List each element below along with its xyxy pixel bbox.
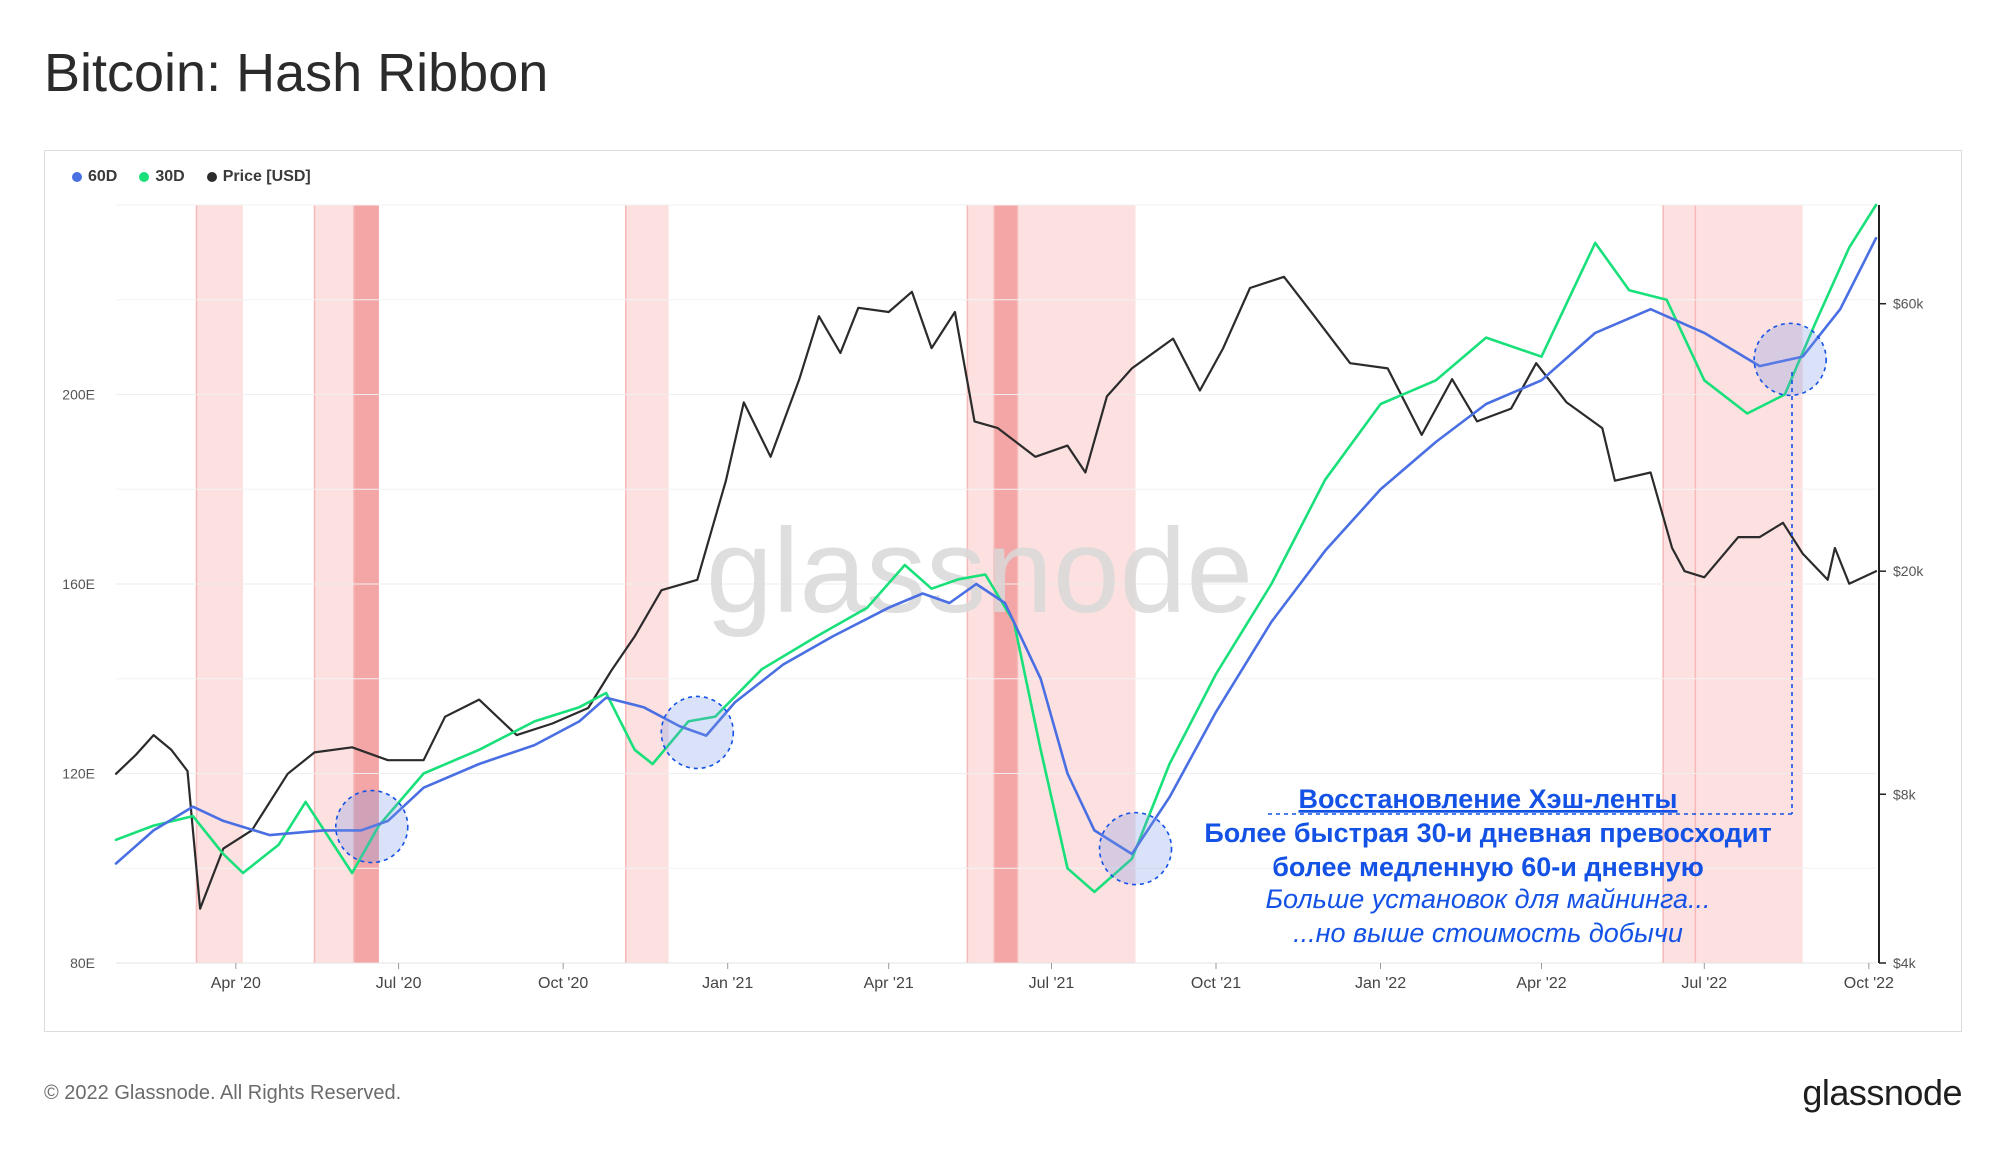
x-tick-label: Apr '20 (211, 975, 261, 992)
series-line-price-usd- (114, 275, 1878, 910)
x-tick-label: Jan '21 (702, 975, 753, 992)
crossover-circle-2 (1098, 811, 1173, 886)
x-tick-label: Apr '21 (864, 975, 914, 992)
chart-legend: 60D 30D Price [USD] (72, 168, 311, 186)
legend-item-30d[interactable]: 30D (139, 168, 185, 186)
legend-item-60d[interactable]: 60D (72, 168, 117, 186)
x-tick-label: Oct '20 (538, 975, 588, 992)
annotation-heading: Восстановление Хэш-ленты (1298, 784, 1677, 814)
crossover-circles (334, 322, 1827, 886)
annotation-block: Восстановление Хэш-ленты Более быстрая 3… (1204, 372, 1793, 948)
legend-dot-30d (139, 172, 150, 182)
legend-dot-60d (72, 172, 82, 182)
x-tick-label: Jan '22 (1355, 975, 1406, 992)
crossover-circle-1 (660, 695, 735, 770)
footer-logo[interactable]: glassnode (1802, 1072, 1962, 1113)
axes: 80E 120E 160E 200E $4k $8k $20k $60k Apr '20 Jul … (62, 205, 1924, 992)
annotation-line-3: более медленную 60-и дневную (1272, 852, 1704, 882)
y-left-tick-label: 200E (62, 387, 95, 403)
y-right-tick-label: $8k (1893, 786, 1917, 802)
annotation-line-4: Больше установок для майнинга... (1265, 884, 1710, 914)
footer-copyright: © 2022 Glassnode. All Rights Reserved. (44, 1082, 402, 1104)
x-tick-label: Jul '22 (1681, 975, 1727, 992)
x-tick-label: Jul '21 (1029, 975, 1075, 992)
legend-label-60d: 60D (88, 168, 118, 185)
watermark: glassnode (706, 504, 1253, 638)
annotation-line-5: ...но выше стоимость добычи (1293, 918, 1683, 948)
series-line-30d (114, 203, 1878, 894)
chart-frame (44, 150, 1962, 1032)
x-tick-label: Oct '21 (1191, 975, 1241, 992)
legend-label-30d: 30D (155, 168, 185, 185)
y-right-tick-label: $20k (1893, 563, 1924, 579)
y-left-tick-label: 160E (62, 576, 95, 592)
y-right-tick-label: $60k (1893, 296, 1924, 312)
x-tick-label: Oct '22 (1844, 975, 1894, 992)
x-tick-label: Apr '22 (1516, 975, 1566, 992)
page-title: Bitcoin: Hash Ribbon (44, 43, 549, 103)
x-tick-label: Jul '20 (376, 975, 422, 992)
crossover-circle-0 (334, 789, 409, 864)
series-line-60d (114, 236, 1878, 865)
y-left-tick-label: 120E (62, 766, 95, 782)
legend-label-price: Price [USD] (222, 168, 311, 185)
legend-item-price[interactable]: Price [USD] (206, 168, 311, 186)
y-left-tick-label: 80E (70, 955, 95, 971)
y-right-tick-label: $4k (1893, 955, 1917, 971)
crossover-circle-3 (1753, 322, 1827, 397)
legend-dot-price (206, 172, 217, 182)
series-lines (114, 203, 1878, 910)
annotation-line-2: Более быстрая 30-и дневная превосходит (1204, 818, 1771, 848)
